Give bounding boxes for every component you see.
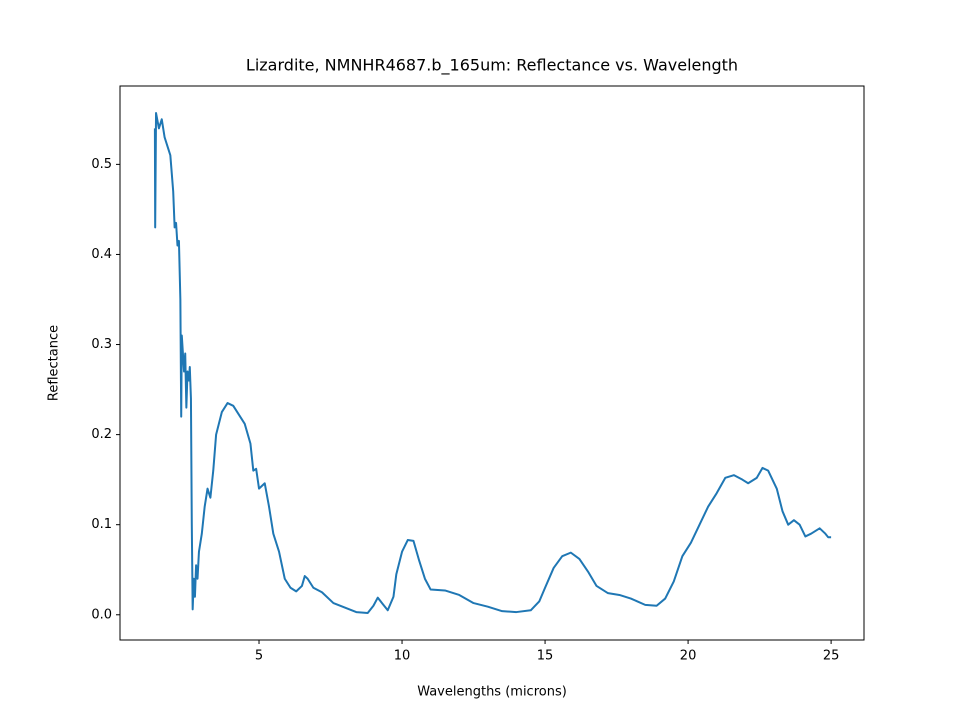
x-tick-label: 15: [537, 649, 554, 664]
y-tick-label: 0.2: [91, 427, 112, 442]
x-axis-label: Wavelengths (microns): [417, 685, 567, 700]
x-tick-label: 5: [255, 649, 263, 664]
y-tick-label: 0.1: [91, 517, 112, 532]
y-tick-label: 0.0: [91, 607, 112, 622]
plot-frame: [119, 85, 865, 641]
chart-title: Lizardite, NMNHR4687.b_165um: Reflectanc…: [246, 56, 738, 76]
x-tick-label: 25: [823, 649, 840, 664]
data-line: [153, 112, 832, 614]
y-axis-label: Reflectance: [47, 325, 62, 401]
y-tick-label: 0.5: [91, 157, 112, 172]
y-tick-label: 0.3: [91, 337, 112, 352]
y-tick-label: 0.4: [91, 247, 112, 262]
x-tick-label: 10: [394, 649, 411, 664]
x-tick-label: 20: [680, 649, 697, 664]
